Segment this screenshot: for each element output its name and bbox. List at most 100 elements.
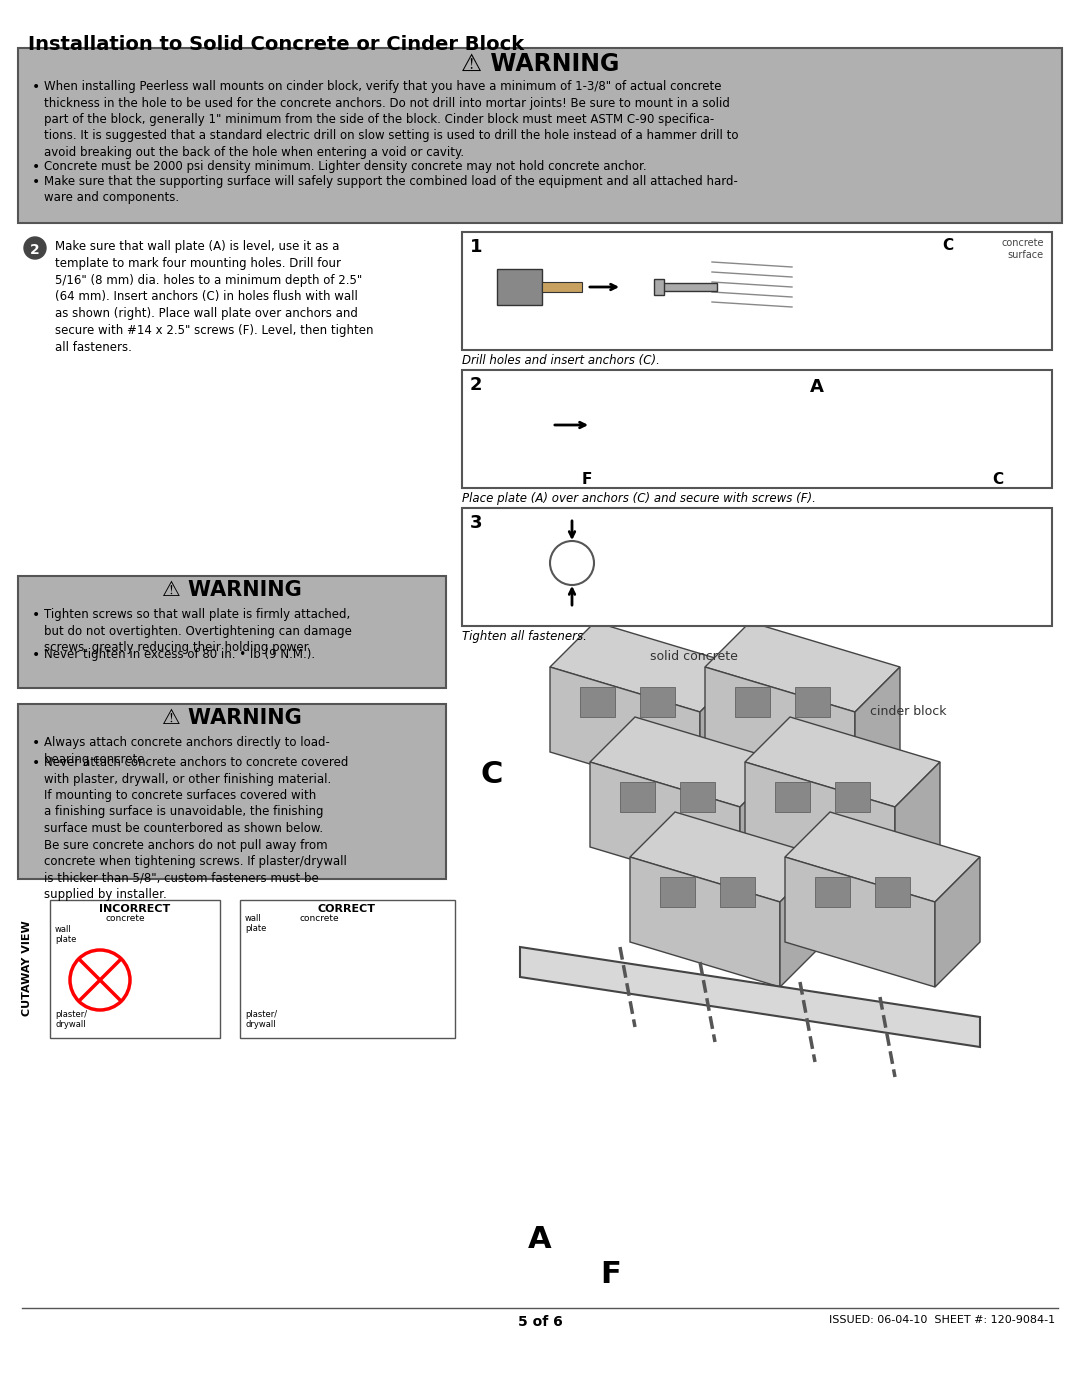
Bar xyxy=(670,402,678,447)
Bar xyxy=(735,687,770,717)
Text: Drill holes and insert anchors (C).: Drill holes and insert anchors (C). xyxy=(462,353,660,367)
Text: ISSUED: 06-04-10  SHEET #: 120-9084-1: ISSUED: 06-04-10 SHEET #: 120-9084-1 xyxy=(828,1315,1055,1324)
Bar xyxy=(580,687,615,717)
Bar xyxy=(835,782,870,812)
Polygon shape xyxy=(705,622,900,712)
Text: •: • xyxy=(32,80,40,94)
Text: CUTAWAY VIEW: CUTAWAY VIEW xyxy=(22,921,32,1016)
Bar xyxy=(537,557,607,569)
Polygon shape xyxy=(705,666,855,798)
Bar xyxy=(50,900,220,1038)
Polygon shape xyxy=(745,717,940,807)
Text: solid concrete: solid concrete xyxy=(650,650,738,664)
Polygon shape xyxy=(855,666,900,798)
Text: concrete
surface: concrete surface xyxy=(1001,237,1044,260)
Polygon shape xyxy=(519,947,980,1046)
Polygon shape xyxy=(745,761,895,893)
Text: wall
plate: wall plate xyxy=(245,914,267,933)
Text: •: • xyxy=(32,736,40,750)
Text: •: • xyxy=(32,175,40,189)
Text: Place plate (A) over anchors (C) and secure with screws (F).: Place plate (A) over anchors (C) and sec… xyxy=(462,492,815,504)
Text: •: • xyxy=(32,161,40,175)
Text: Installation to Solid Concrete or Cinder Block: Installation to Solid Concrete or Cinder… xyxy=(28,35,524,54)
Bar xyxy=(620,782,654,812)
Polygon shape xyxy=(630,856,780,988)
Text: cinder block: cinder block xyxy=(870,705,946,718)
Text: Always attach concrete anchors directly to load-
bearing concrete.: Always attach concrete anchors directly … xyxy=(44,736,329,766)
Polygon shape xyxy=(895,761,940,893)
Bar xyxy=(795,687,831,717)
Text: 2: 2 xyxy=(30,243,40,257)
Bar xyxy=(816,550,826,573)
Text: 3: 3 xyxy=(470,514,483,532)
Bar xyxy=(680,782,715,812)
Circle shape xyxy=(24,237,46,258)
Text: Tighten screws so that wall plate is firmly attached,
but do not overtighten. Ov: Tighten screws so that wall plate is fir… xyxy=(44,608,352,654)
Text: When installing Peerless wall mounts on cinder block, verify that you have a min: When installing Peerless wall mounts on … xyxy=(44,80,739,159)
Polygon shape xyxy=(630,812,825,902)
Text: A: A xyxy=(810,379,824,395)
Text: CORRECT: CORRECT xyxy=(318,904,376,914)
Text: ⚠ WARNING: ⚠ WARNING xyxy=(162,708,302,728)
Text: wall
plate: wall plate xyxy=(55,925,77,944)
Bar xyxy=(732,420,782,429)
Text: Tighten all fasteners.: Tighten all fasteners. xyxy=(462,630,586,643)
Bar xyxy=(875,877,910,907)
Bar xyxy=(822,559,872,569)
Text: •: • xyxy=(32,756,40,770)
Text: C: C xyxy=(993,472,1003,488)
Polygon shape xyxy=(785,856,935,988)
Polygon shape xyxy=(785,812,980,902)
Polygon shape xyxy=(700,666,745,798)
Bar xyxy=(580,420,592,430)
Bar xyxy=(462,232,1052,351)
Bar xyxy=(660,877,696,907)
Bar xyxy=(742,557,822,566)
Bar xyxy=(654,279,664,295)
Polygon shape xyxy=(740,761,785,893)
Bar xyxy=(18,576,446,687)
Text: Never attach concrete anchors to concrete covered
with plaster, drywall, or othe: Never attach concrete anchors to concret… xyxy=(44,756,349,901)
Bar xyxy=(18,47,1062,224)
Text: 2: 2 xyxy=(470,376,483,394)
Text: Never tighten in excess of 80 in. • lb (9 N.M.).: Never tighten in excess of 80 in. • lb (… xyxy=(44,648,315,661)
Bar xyxy=(775,782,810,812)
Polygon shape xyxy=(550,622,745,712)
Text: Make sure that the supporting surface will safely support the combined load of t: Make sure that the supporting surface wi… xyxy=(44,175,738,204)
Text: F: F xyxy=(582,472,592,488)
Text: ⚠ WARNING: ⚠ WARNING xyxy=(162,580,302,599)
Bar xyxy=(462,370,1052,488)
Text: 5 of 6: 5 of 6 xyxy=(517,1315,563,1329)
Text: A: A xyxy=(528,1225,552,1255)
Text: ⚠ WARNING: ⚠ WARNING xyxy=(461,52,619,75)
Bar xyxy=(592,420,672,429)
Text: plaster/
drywall: plaster/ drywall xyxy=(245,1010,278,1030)
Bar xyxy=(240,900,455,1038)
Bar xyxy=(678,420,738,429)
Bar xyxy=(462,509,1052,626)
Text: Concrete must be 2000 psi density minimum. Lighter density concrete may not hold: Concrete must be 2000 psi density minimu… xyxy=(44,161,647,173)
Polygon shape xyxy=(550,666,700,798)
Bar xyxy=(720,877,755,907)
Bar xyxy=(640,687,675,717)
Polygon shape xyxy=(780,856,825,988)
Bar xyxy=(18,704,446,879)
Text: plaster/
drywall: plaster/ drywall xyxy=(55,1010,87,1030)
Text: Tighten screws so that wall plate is firmly attached,
but do not: Tighten screws so that wall plate is fir… xyxy=(44,608,350,637)
Bar xyxy=(497,270,542,305)
Text: INCORRECT: INCORRECT xyxy=(99,904,171,914)
Bar xyxy=(815,877,850,907)
Text: •: • xyxy=(32,608,40,622)
Text: concrete: concrete xyxy=(300,914,339,923)
Polygon shape xyxy=(590,717,785,807)
Text: •: • xyxy=(32,648,40,662)
Text: 1: 1 xyxy=(470,237,483,256)
Text: F: F xyxy=(600,1260,621,1289)
Bar xyxy=(662,284,717,291)
Bar xyxy=(542,282,582,292)
Text: Make sure that wall plate (A) is level, use it as a
template to mark four mounti: Make sure that wall plate (A) is level, … xyxy=(55,240,374,353)
Text: C: C xyxy=(480,760,502,789)
Polygon shape xyxy=(590,761,740,893)
Text: concrete: concrete xyxy=(105,914,145,923)
Polygon shape xyxy=(935,856,980,988)
